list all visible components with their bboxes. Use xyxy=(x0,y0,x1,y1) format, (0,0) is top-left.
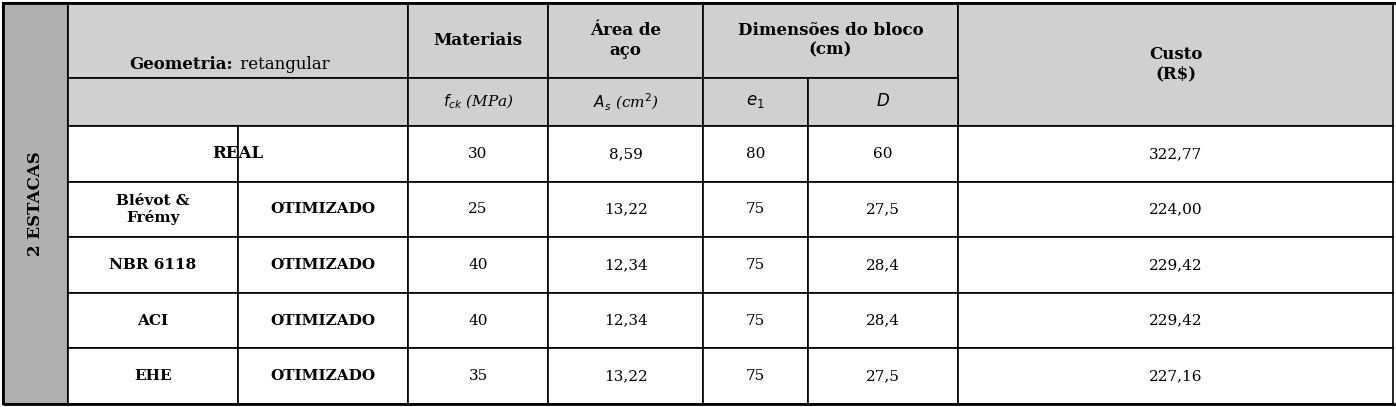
Bar xyxy=(408,182,549,237)
Bar xyxy=(958,237,1393,293)
Text: retangular: retangular xyxy=(235,56,329,73)
Text: Blévot &
Frémy: Blévot & Frémy xyxy=(116,194,190,225)
Text: 2 ESTACAS: 2 ESTACAS xyxy=(27,151,45,256)
Bar xyxy=(549,293,704,348)
Text: 75: 75 xyxy=(745,314,765,328)
Bar xyxy=(549,78,704,126)
Text: 229,42: 229,42 xyxy=(1149,314,1202,328)
Bar xyxy=(549,237,704,293)
Bar xyxy=(68,78,408,126)
Bar xyxy=(704,182,808,237)
Bar xyxy=(704,78,808,126)
Bar xyxy=(704,3,958,78)
Text: 35: 35 xyxy=(469,369,487,383)
Bar xyxy=(68,237,237,293)
Text: Custo
(R$): Custo (R$) xyxy=(1149,46,1202,83)
Bar xyxy=(68,126,237,182)
Text: 12,34: 12,34 xyxy=(603,314,648,328)
Text: 13,22: 13,22 xyxy=(603,369,648,383)
Text: $D$: $D$ xyxy=(877,94,891,110)
Bar xyxy=(808,348,958,404)
Text: 40: 40 xyxy=(468,314,487,328)
Text: 80: 80 xyxy=(745,147,765,161)
Text: Materiais: Materiais xyxy=(434,32,522,49)
Text: $e_1$: $e_1$ xyxy=(747,94,765,110)
Text: 75: 75 xyxy=(745,202,765,217)
Bar xyxy=(958,182,1393,237)
Text: 27,5: 27,5 xyxy=(866,202,900,217)
Text: 40: 40 xyxy=(468,258,487,272)
Bar xyxy=(237,293,408,348)
Text: OTIMIZADO: OTIMIZADO xyxy=(271,202,376,217)
Text: 28,4: 28,4 xyxy=(866,314,900,328)
Bar xyxy=(958,126,1393,182)
Text: 13,22: 13,22 xyxy=(603,202,648,217)
Text: 25: 25 xyxy=(468,202,487,217)
Text: 224,00: 224,00 xyxy=(1149,202,1202,217)
Bar xyxy=(704,237,808,293)
Bar xyxy=(549,348,704,404)
Text: $f_{ck}$ (MPa): $f_{ck}$ (MPa) xyxy=(443,93,514,111)
Text: 229,42: 229,42 xyxy=(1149,258,1202,272)
Bar xyxy=(704,126,808,182)
Text: REAL: REAL xyxy=(212,145,264,162)
Bar xyxy=(549,126,704,182)
Bar xyxy=(408,348,549,404)
Text: OTIMIZADO: OTIMIZADO xyxy=(271,258,376,272)
Bar xyxy=(704,293,808,348)
Bar xyxy=(549,3,704,78)
Bar xyxy=(808,126,958,182)
Bar xyxy=(958,348,1393,404)
Bar xyxy=(408,78,549,126)
Bar xyxy=(68,182,237,237)
Bar xyxy=(808,293,958,348)
Text: OTIMIZADO: OTIMIZADO xyxy=(271,314,376,328)
Text: 75: 75 xyxy=(745,258,765,272)
Text: Geometria:: Geometria: xyxy=(130,56,233,73)
Text: Área de
aço: Área de aço xyxy=(591,22,660,59)
Bar xyxy=(549,182,704,237)
Bar xyxy=(958,293,1393,348)
Text: 28,4: 28,4 xyxy=(866,258,900,272)
Bar xyxy=(408,293,549,348)
Text: OTIMIZADO: OTIMIZADO xyxy=(271,369,376,383)
Bar xyxy=(408,3,549,78)
Bar xyxy=(704,348,808,404)
Text: 322,77: 322,77 xyxy=(1149,147,1202,161)
Text: 12,34: 12,34 xyxy=(603,258,648,272)
Text: $A_s$ (cm$^2$): $A_s$ (cm$^2$) xyxy=(593,92,659,113)
Text: 27,5: 27,5 xyxy=(866,369,900,383)
Bar xyxy=(237,182,408,237)
Text: EHE: EHE xyxy=(134,369,172,383)
Bar xyxy=(408,237,549,293)
Bar xyxy=(808,182,958,237)
Bar xyxy=(958,3,1393,126)
Bar xyxy=(237,237,408,293)
Bar xyxy=(237,348,408,404)
Text: ACI: ACI xyxy=(137,314,169,328)
Bar xyxy=(808,78,958,126)
Text: 60: 60 xyxy=(874,147,893,161)
Text: 227,16: 227,16 xyxy=(1149,369,1202,383)
Bar xyxy=(68,293,237,348)
Bar xyxy=(3,3,68,404)
Text: 8,59: 8,59 xyxy=(609,147,642,161)
Text: 75: 75 xyxy=(745,369,765,383)
Bar xyxy=(68,348,237,404)
Text: NBR 6118: NBR 6118 xyxy=(109,258,197,272)
Text: Dimensões do bloco
(cm): Dimensões do bloco (cm) xyxy=(737,22,923,59)
Bar xyxy=(237,126,408,182)
Bar xyxy=(68,3,408,78)
Bar xyxy=(808,237,958,293)
Bar xyxy=(408,126,549,182)
Text: 30: 30 xyxy=(468,147,487,161)
